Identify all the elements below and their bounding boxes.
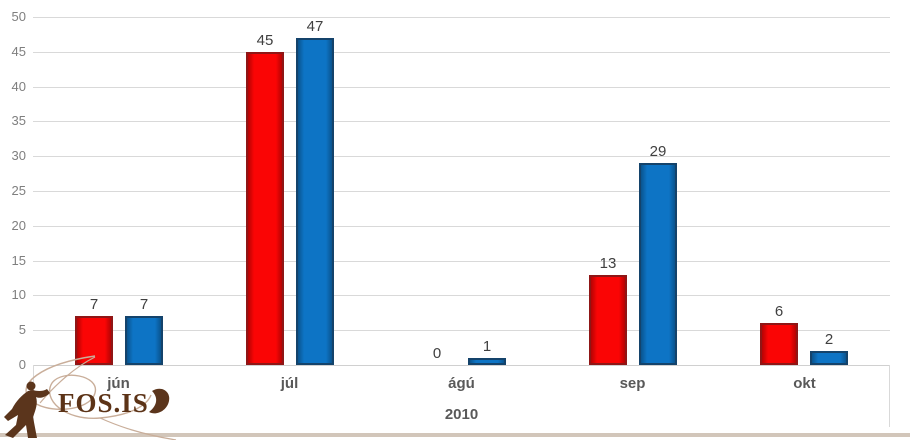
y-axis-tick-label: 45 — [11, 44, 26, 59]
category-label: sep — [619, 375, 646, 392]
fisherman-head-graphic — [26, 381, 36, 391]
bar-ágú-blue-series — [468, 358, 506, 365]
gridline — [33, 87, 890, 88]
category-axis-right-border — [889, 365, 890, 427]
axis-group-label: 2010 — [444, 406, 479, 423]
y-axis-tick-label: 0 — [18, 357, 26, 372]
bar-júl-red-series — [246, 52, 284, 365]
bar-value-label: 13 — [599, 255, 617, 272]
footer-rule — [0, 433, 910, 437]
logo-text: FOS.IS — [58, 388, 149, 418]
category-label: ágú — [448, 375, 475, 392]
y-axis-tick-label: 40 — [11, 79, 26, 94]
category-label: jún — [107, 375, 130, 392]
y-axis-tick-label: 35 — [11, 113, 26, 128]
fish-icon — [149, 388, 170, 414]
bar-sep-blue-series — [639, 163, 677, 365]
y-axis-tick-label: 30 — [11, 148, 26, 163]
bar-value-label: 45 — [256, 32, 274, 49]
y-axis-tick-label: 25 — [11, 183, 26, 198]
y-axis-tick-label: 20 — [11, 218, 26, 233]
bar-value-label: 7 — [89, 296, 99, 313]
bar-okt-blue-series — [810, 351, 848, 365]
gridline — [33, 295, 890, 296]
bar-value-label: 2 — [824, 331, 834, 348]
fishing-line-tail-graphic — [99, 417, 177, 440]
y-axis-tick-label: 5 — [18, 322, 26, 337]
gridline — [33, 191, 890, 192]
bar-value-label: 47 — [306, 18, 324, 35]
gridline — [33, 52, 890, 53]
gridline — [33, 17, 890, 18]
gridline — [33, 156, 890, 157]
bar-value-label: 1 — [482, 338, 492, 355]
gridline — [33, 330, 890, 331]
y-axis-tick-label: 10 — [11, 287, 26, 302]
bar-jún-blue-series — [125, 316, 163, 365]
y-axis-tick-label: 15 — [11, 253, 26, 268]
y-axis-tick-label: 50 — [11, 9, 26, 24]
fos-is-logo: FOS.IS — [4, 355, 177, 440]
gridline — [33, 226, 890, 227]
bar-value-label: 6 — [774, 303, 784, 320]
category-label: júl — [280, 375, 299, 392]
fishing-rod-line-graphic — [39, 356, 96, 404]
bar-sep-red-series — [589, 275, 627, 365]
bar-júl-blue-series — [296, 38, 334, 365]
bar-okt-red-series — [760, 323, 798, 365]
bar-value-label: 29 — [649, 143, 667, 160]
category-label: okt — [793, 375, 816, 392]
gridline — [33, 121, 890, 122]
gridline — [33, 261, 890, 262]
fisherman-silhouette-graphic — [4, 389, 50, 438]
bar-value-label: 0 — [432, 345, 442, 362]
gridline — [33, 365, 890, 366]
bar-value-label: 7 — [139, 296, 149, 313]
